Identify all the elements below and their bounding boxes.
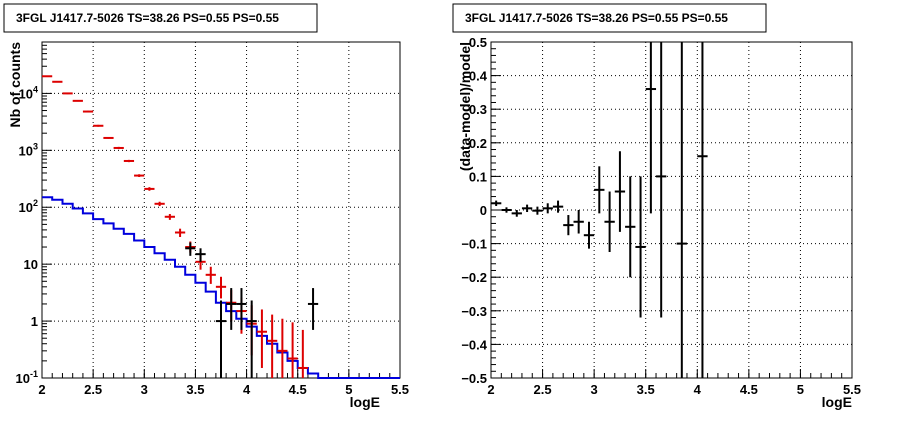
residual-point [511, 210, 522, 217]
counts-y-tick-label: 10-1 [16, 369, 38, 386]
counts-title-box [3, 3, 318, 33]
counts-x-tick-label: 5 [345, 382, 352, 397]
data-counts-series [185, 242, 319, 378]
model-counts-point [134, 174, 145, 177]
counts-x-tick-label: 4.5 [289, 382, 307, 397]
residual-y-tick-label: −0.3 [461, 304, 487, 319]
residual-x-tick-label: 4.5 [740, 382, 758, 397]
residual-y-tick-label: −0.2 [461, 270, 487, 285]
residual-y-axis-label: (data-model)/model [457, 42, 473, 171]
counts-x-tick-label: 4 [243, 382, 251, 397]
model-counts-point [215, 276, 227, 299]
residual-y-tick-label: 0.4 [469, 69, 488, 84]
residual-x-tick-label: 4 [694, 382, 702, 397]
model-counts-point [123, 159, 135, 163]
residual-point [676, 42, 687, 378]
residual-x-tick-label: 5 [797, 382, 804, 397]
model-counts-point [205, 266, 216, 284]
model-counts-point [297, 329, 308, 378]
residual-x-tick-label: 2.5 [534, 382, 552, 397]
model-counts-point [52, 80, 63, 83]
residual-point [614, 151, 626, 232]
data-counts-point [195, 248, 206, 262]
data-counts-point [185, 242, 196, 256]
model-counts-point [72, 99, 83, 102]
residual-point [491, 200, 502, 206]
residual-axis-ticks [490, 41, 853, 379]
model-counts-point [93, 124, 104, 127]
residual-panel: 3FGL J1417.7-5026 TS=38.26 PS=0.55 PS=0.… [452, 3, 861, 410]
residual-x-tick-label: 5.5 [843, 382, 861, 397]
counts-y-tick-label: 103 [19, 141, 38, 158]
residual-point [604, 191, 615, 252]
residual-title: 3FGL J1417.7-5026 TS=38.26 PS=0.55 PS=0.… [465, 11, 728, 25]
residual-point [573, 210, 584, 234]
counts-x-tick-label: 3 [141, 382, 148, 397]
residual-y-tick-label: 0.5 [469, 35, 487, 50]
residual-x-axis-label: logE [822, 394, 852, 410]
model-counts-point [256, 309, 268, 368]
residual-grid [490, 41, 853, 379]
residual-x-tick-labels: 2 2.5 3 3.5 4 4.5 5 5.5 [487, 382, 861, 397]
counts-y-tick-label: 1 [31, 314, 38, 329]
model-counts-point [267, 314, 278, 378]
model-counts-point [42, 75, 53, 78]
counts-x-tick-label: 2.5 [84, 382, 102, 397]
residual-series [491, 42, 708, 378]
residual-point [583, 221, 595, 249]
data-counts-point [307, 288, 319, 330]
counts-panel: 3FGL J1417.7-5026 TS=38.26 PS=0.55 PS=0.… [3, 3, 409, 410]
residual-point [501, 207, 512, 213]
model-counts-point [154, 201, 165, 207]
counts-y-tick-label: 102 [19, 198, 38, 215]
model-counts-point [82, 110, 94, 113]
residual-y-tick-label: 0.2 [469, 136, 487, 151]
data-counts-point [236, 288, 247, 330]
residual-point [697, 42, 708, 378]
model-counts-point [144, 187, 155, 191]
model-counts-series [42, 75, 308, 378]
residual-x-tick-label: 3 [591, 382, 598, 397]
counts-x-tick-label: 3.5 [186, 382, 204, 397]
counts-x-tick-label: 5.5 [391, 382, 409, 397]
residual-point [542, 203, 553, 214]
data-counts-point [246, 300, 257, 378]
residual-point [521, 204, 533, 213]
model-counts-point [277, 318, 288, 378]
residual-x-tick-label: 2 [487, 382, 494, 397]
residual-point [645, 42, 657, 214]
model-counts-point [174, 228, 186, 238]
counts-title: 3FGL J1417.7-5026 TS=38.26 PS=0.55 PS=0.… [16, 11, 279, 25]
residual-title-box [452, 3, 767, 33]
residual-point [656, 42, 667, 318]
residual-point [552, 200, 564, 213]
counts-y-axis-label: Nb of counts [7, 42, 23, 128]
residual-y-tick-label: 0 [480, 203, 487, 218]
counts-x-tick-label: 2 [38, 382, 45, 397]
residual-y-tick-label: −0.1 [461, 237, 487, 252]
model-counts-point [287, 322, 298, 378]
residual-point [635, 176, 646, 318]
residual-y-tick-label: 0.1 [469, 169, 487, 184]
residual-y-tick-label: −0.4 [461, 337, 487, 352]
model-counts-point [103, 136, 114, 139]
residual-y-tick-label: 0.3 [469, 102, 487, 117]
residual-point [532, 206, 543, 215]
residual-point [625, 176, 636, 278]
model-counts-point [113, 146, 124, 150]
residual-y-tick-labels: −0.5 −0.4 −0.3 −0.2 −0.1 0 0.1 0.2 0.3 0.4 0.5 [461, 35, 487, 386]
residual-x-tick-label: 3.5 [637, 382, 655, 397]
residual-point [594, 166, 605, 214]
data-counts-point [215, 300, 227, 378]
counts-y-tick-label: 10 [24, 257, 38, 272]
model-counts-point [62, 92, 73, 95]
residual-point [563, 215, 574, 236]
residual-y-tick-label: −0.5 [461, 371, 487, 386]
model-counts-point [164, 214, 175, 220]
counts-x-tick-labels: 2 2.5 3 3.5 4 4.5 5 5.5 [38, 382, 409, 397]
counts-x-axis-label: logE [350, 394, 380, 410]
data-counts-point [226, 288, 237, 330]
